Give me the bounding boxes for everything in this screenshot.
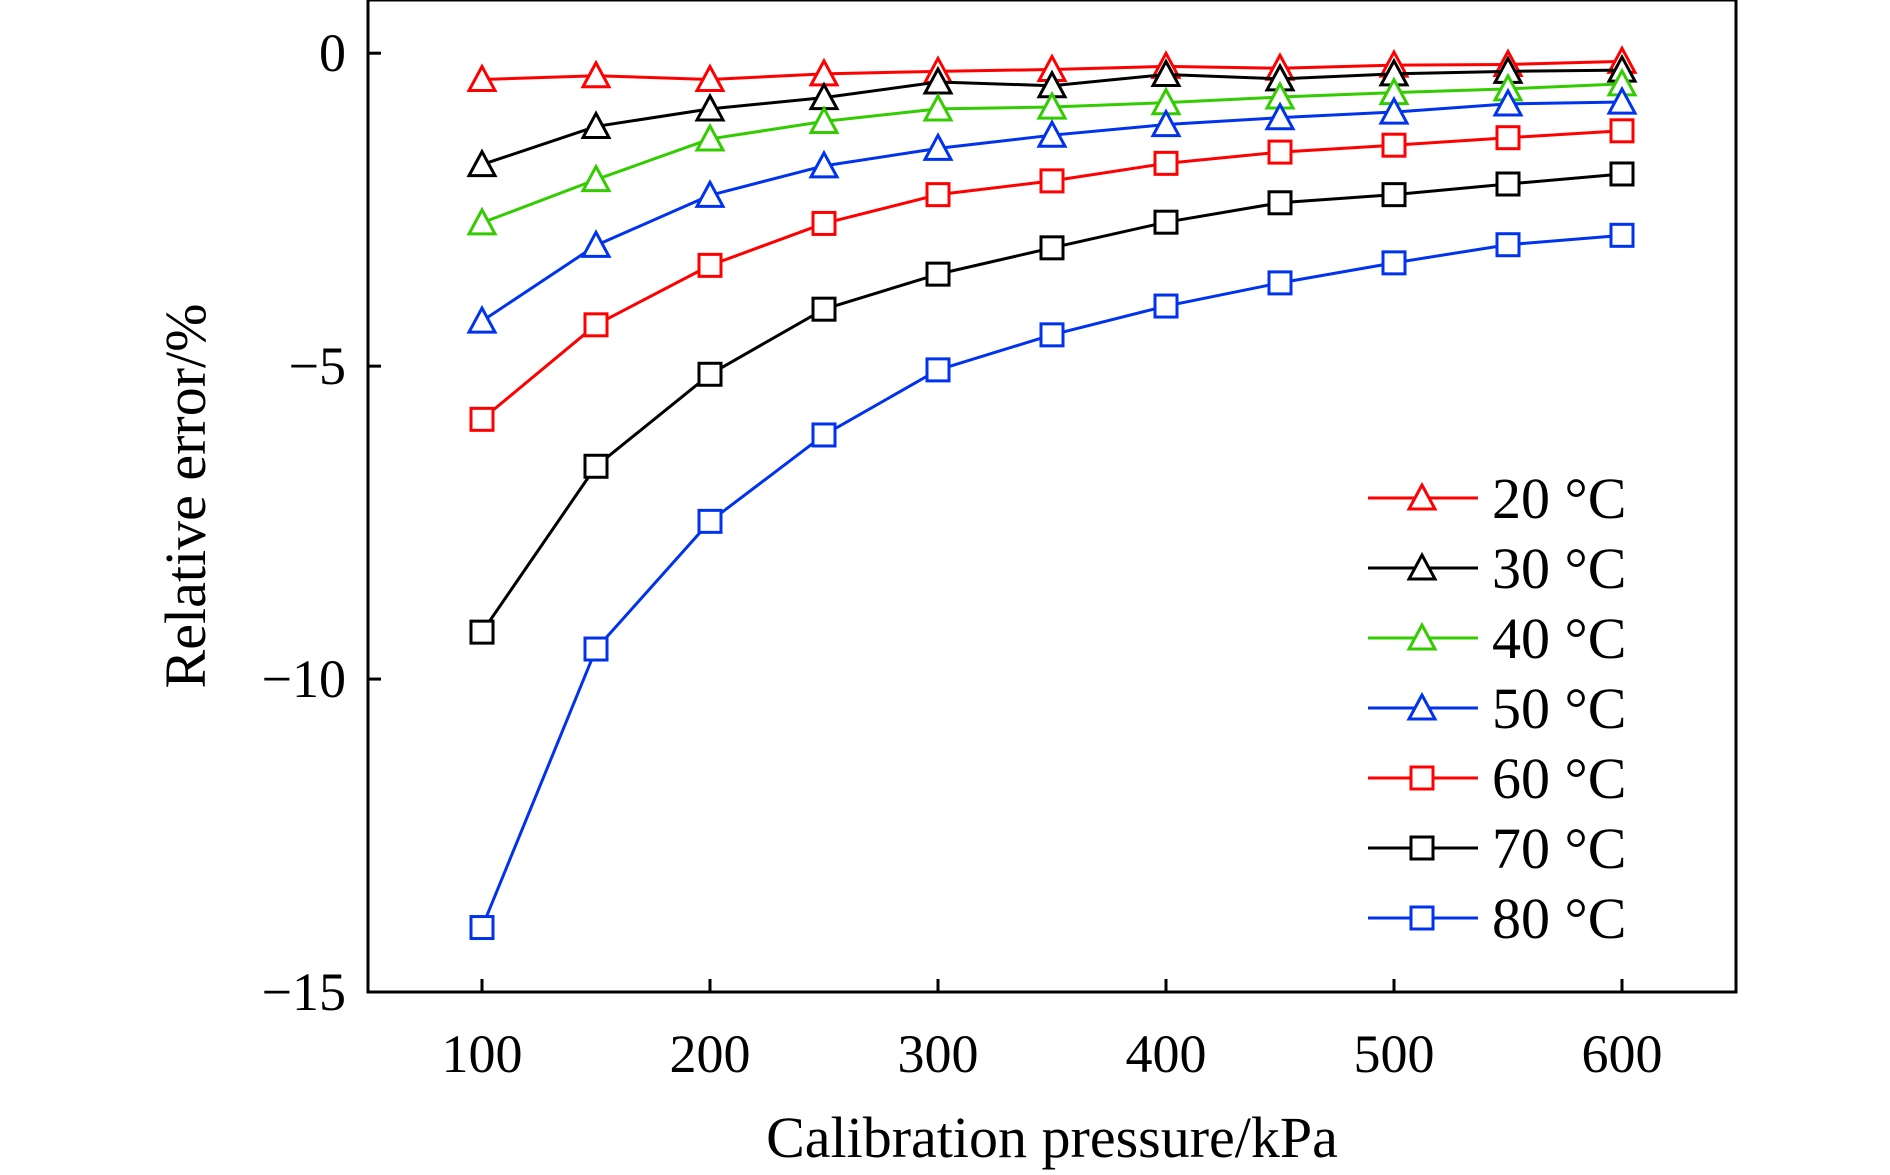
data-point-5-4	[811, 210, 837, 236]
legend-label-2: 30 °C	[1492, 536, 1626, 601]
series-layer	[466, 45, 1638, 941]
legend-label-1: 20 °C	[1492, 466, 1626, 531]
data-point-4-3	[694, 179, 726, 208]
data-point-7-3	[697, 508, 723, 534]
data-point-1-2	[580, 59, 612, 89]
data-point-2-7	[1150, 58, 1182, 88]
data-point-1-3	[694, 63, 726, 93]
x-axis-label: Calibration pressure/kPa	[766, 1105, 1338, 1170]
data-point-4-9	[1378, 95, 1410, 125]
x-tick-label: 500	[1354, 1024, 1435, 1084]
data-point-4-5	[922, 132, 954, 161]
y-tick-label: −5	[289, 336, 346, 396]
data-point-5-11	[1609, 118, 1635, 144]
y-tick-label: −10	[262, 649, 346, 709]
x-tick-label: 600	[1582, 1024, 1663, 1084]
legend-label-7: 80 °C	[1492, 886, 1626, 951]
data-point-5-7	[1153, 150, 1179, 176]
data-point-7-7	[1153, 293, 1179, 319]
legend-label-3: 40 °C	[1492, 606, 1626, 671]
legend-marker-7	[1409, 905, 1435, 931]
data-point-6-3	[697, 361, 723, 387]
data-point-4-1	[466, 304, 498, 334]
data-point-3-6	[1036, 90, 1068, 120]
data-point-3-3	[694, 122, 726, 152]
x-tick-label: 200	[670, 1024, 751, 1084]
data-point-1-1	[466, 63, 498, 93]
data-point-6-10	[1495, 171, 1521, 197]
data-point-5-3	[697, 252, 723, 278]
legend-label-4: 50 °C	[1492, 676, 1626, 741]
data-point-4-8	[1264, 101, 1296, 131]
data-point-6-6	[1039, 235, 1065, 261]
data-point-5-10	[1495, 125, 1521, 151]
legend-marker-4	[1406, 691, 1438, 721]
data-point-4-6	[1036, 119, 1068, 148]
data-point-6-11	[1609, 161, 1635, 187]
data-point-4-7	[1150, 108, 1182, 138]
legend-marker-6	[1409, 835, 1435, 861]
x-tick-label: 300	[898, 1024, 979, 1084]
data-point-6-4	[811, 296, 837, 322]
data-point-4-10	[1492, 87, 1524, 117]
data-point-5-1	[469, 406, 495, 432]
y-axis-label: Relative error/%	[153, 304, 218, 689]
data-point-5-9	[1381, 132, 1407, 158]
legend-marker-1	[1406, 481, 1438, 511]
data-point-5-8	[1267, 139, 1293, 165]
data-point-7-6	[1039, 322, 1065, 348]
y-tick-label: −15	[262, 962, 346, 1022]
data-point-3-5	[922, 92, 954, 122]
x-tick-label: 400	[1126, 1024, 1207, 1084]
data-point-7-11	[1609, 222, 1635, 248]
data-point-7-1	[469, 915, 495, 941]
data-point-2-2	[580, 110, 612, 139]
legend-marker-3	[1406, 621, 1438, 651]
x-axis-ticks: 100 200 300 400 500 600	[442, 979, 1663, 1084]
data-point-5-5	[925, 182, 951, 208]
data-point-4-2	[580, 229, 612, 258]
legend-label-5: 60 °C	[1492, 746, 1626, 811]
data-point-7-8	[1267, 270, 1293, 296]
y-tick-label: 0	[319, 23, 346, 83]
data-point-5-6	[1039, 168, 1065, 194]
data-point-7-4	[811, 422, 837, 448]
data-point-7-2	[583, 636, 609, 662]
legend-marker-5	[1409, 765, 1435, 791]
data-point-6-9	[1381, 182, 1407, 208]
y-axis-ticks: 0 −5 −10 −15	[262, 23, 381, 1022]
legend-label-6: 70 °C	[1492, 816, 1626, 881]
data-point-6-1	[469, 619, 495, 645]
data-point-6-8	[1267, 190, 1293, 216]
data-point-6-2	[583, 453, 609, 479]
data-point-3-2	[580, 163, 612, 193]
data-point-6-5	[925, 261, 951, 287]
data-point-6-7	[1153, 209, 1179, 235]
data-point-4-11	[1606, 85, 1638, 115]
data-point-7-9	[1381, 250, 1407, 276]
data-point-7-5	[925, 357, 951, 383]
legend-marker-2	[1406, 551, 1438, 581]
legend: 20 °C30 °C40 °C50 °C60 °C70 °C80 °C	[1368, 466, 1626, 951]
data-point-7-10	[1495, 232, 1521, 258]
data-point-2-3	[694, 92, 726, 122]
x-tick-label: 100	[442, 1024, 523, 1084]
data-point-4-4	[808, 149, 840, 179]
data-point-2-1	[466, 148, 498, 178]
data-point-5-2	[583, 312, 609, 338]
data-point-3-4	[808, 105, 840, 134]
data-point-3-1	[466, 206, 498, 236]
